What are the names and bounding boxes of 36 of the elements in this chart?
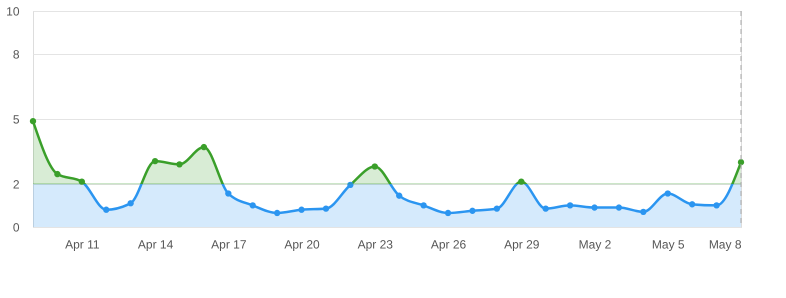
point	[347, 182, 354, 188]
point	[250, 202, 256, 209]
x-tick-label: May 8	[708, 238, 742, 252]
point	[322, 205, 330, 212]
x-tick-label: Apr 26	[430, 238, 467, 252]
y-tick-label: 0	[12, 220, 20, 234]
point	[616, 204, 622, 211]
x-tick-label: Apr 29	[504, 238, 540, 252]
point	[469, 208, 476, 214]
point	[444, 210, 452, 216]
y-tick-label: 2	[12, 177, 20, 192]
point	[566, 202, 574, 209]
x-tick-label: Apr 17	[211, 238, 247, 252]
point	[664, 190, 671, 197]
x-tick-label: Apr 20	[284, 238, 320, 252]
point	[542, 205, 549, 212]
x-tick-label: May 5	[652, 238, 685, 252]
y-tick-label: 10	[6, 4, 20, 18]
point	[420, 202, 427, 209]
point	[103, 206, 110, 213]
point	[689, 201, 696, 208]
point	[127, 200, 134, 206]
point	[494, 205, 500, 212]
y-tick-label: 8	[12, 48, 20, 62]
point	[640, 208, 647, 216]
x-tick-label: Apr 23	[358, 238, 394, 252]
x-tick-label: Apr 14	[138, 238, 174, 252]
point	[591, 204, 598, 211]
point	[396, 192, 402, 199]
y-tick-label: 5	[12, 112, 20, 126]
point	[274, 210, 280, 216]
point	[298, 206, 305, 213]
x-tick-label: May 2	[578, 238, 612, 252]
x-tick-label: Apr 11	[65, 238, 100, 252]
point	[713, 202, 720, 209]
point	[225, 190, 232, 197]
